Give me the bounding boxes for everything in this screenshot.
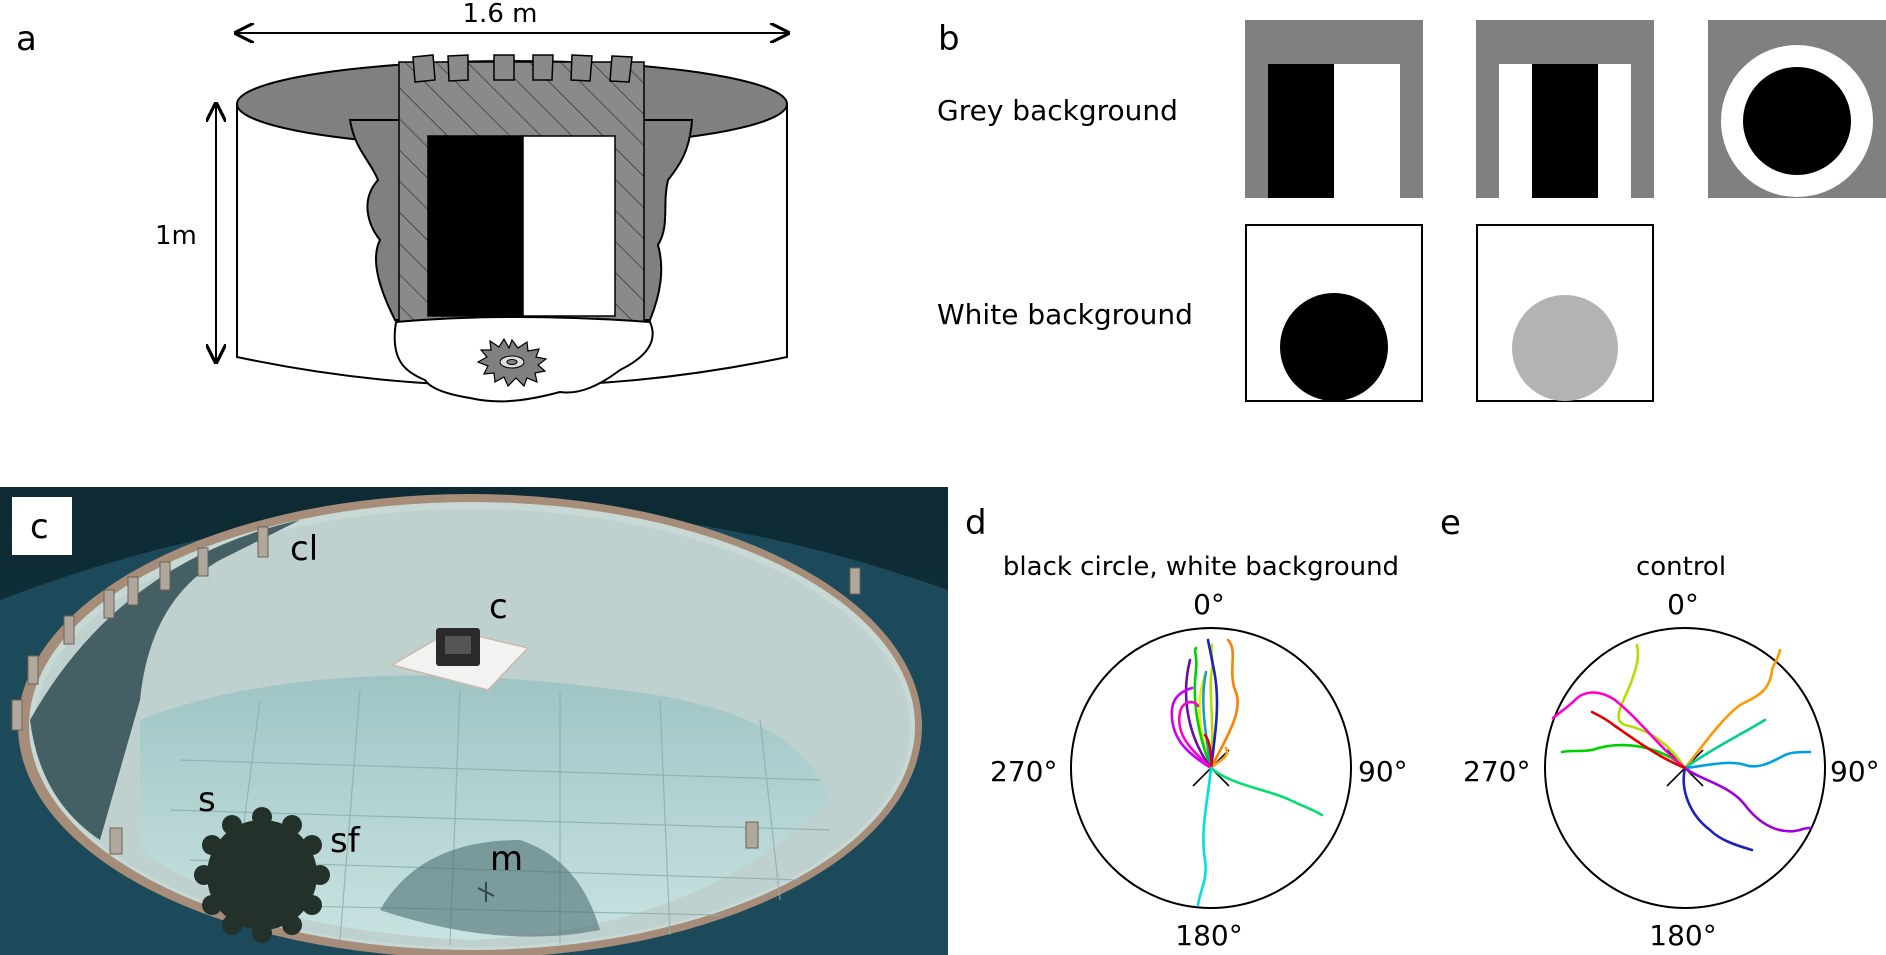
panel-e-angle-bottom: 180° <box>1649 919 1716 952</box>
panel-d-title: black circle, white background <box>1003 552 1399 582</box>
panel-e: e control 0° 90° 180° 270° <box>1440 503 1880 952</box>
rim-tabs <box>412 54 633 83</box>
photo-label-s: s <box>198 780 216 820</box>
panel-label-e: e <box>1440 503 1461 543</box>
floor-mark <box>477 882 495 902</box>
stimulus-grey-ring-circle <box>1708 20 1886 198</box>
white-row-label: White background <box>937 298 1193 331</box>
panel-e-angle-left: 270° <box>1463 755 1530 788</box>
panel-d-arena <box>1070 627 1352 909</box>
width-label: 1.6 m <box>463 0 538 29</box>
panel-d-angle-bottom: 180° <box>1175 919 1242 952</box>
stimulus-grey-bw-bars <box>1245 20 1423 198</box>
photo-label-sf: sf <box>330 821 361 861</box>
panel-e-angle-right: 90° <box>1830 755 1880 788</box>
panel-label-c: c <box>30 507 49 547</box>
photo-label-box <box>12 497 72 555</box>
panel-d: d black circle, white background 0° 90° … <box>965 503 1408 952</box>
panel-e-angle-top: 0° <box>1667 588 1699 621</box>
photo-label-m: m <box>490 839 523 879</box>
shelter-shadow <box>194 807 330 943</box>
panel-label-a: a <box>16 19 37 59</box>
photo-label-cl: cl <box>290 529 318 569</box>
gear-shelter <box>476 337 548 388</box>
panel-c-photo: c cl c s sf m <box>0 487 948 955</box>
panel-e-arena <box>1544 627 1826 909</box>
stimulus-grey-centre-bar <box>1476 20 1654 198</box>
panel-d-angle-left: 270° <box>990 755 1057 788</box>
panel-e-title: control <box>1636 552 1726 582</box>
height-label: 1m <box>155 221 197 251</box>
stimulus-white-black-circle <box>1245 224 1423 402</box>
photo-rim-tabs <box>11 526 861 855</box>
panel-a: a 1.6 m 1m <box>16 0 788 403</box>
panel-e-trajectories <box>1551 643 1812 852</box>
panel-label-d: d <box>965 503 987 543</box>
panel-d-trajectories <box>1170 638 1324 907</box>
stimulus-black-half <box>427 135 524 317</box>
robot-platform <box>390 628 530 691</box>
panel-d-angle-top: 0° <box>1193 588 1225 621</box>
panel-d-angle-right: 90° <box>1358 755 1408 788</box>
stimulus-white-half <box>522 135 616 317</box>
photo-label-c: c <box>489 587 508 627</box>
grey-row-label: Grey background <box>937 94 1178 127</box>
stimulus-white-grey-circle <box>1476 224 1654 402</box>
panel-label-b: b <box>938 19 960 59</box>
panel-b: b Grey background White background <box>937 19 1886 402</box>
